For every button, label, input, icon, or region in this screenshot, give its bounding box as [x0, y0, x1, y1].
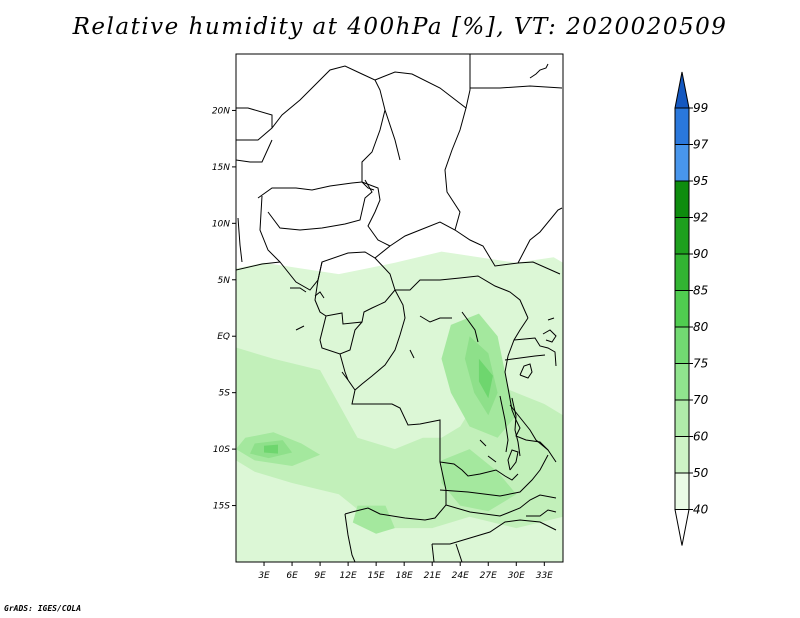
x-tick-label-3E: 3E [258, 571, 270, 581]
colorbar-label-92: 92 [693, 211, 708, 225]
colorbar-box-50-60 [675, 436, 689, 473]
humidity-region-80-9 [264, 444, 278, 454]
x-tick-label-12E: 12E [340, 571, 357, 581]
colorbar-box-40-50 [675, 473, 689, 510]
colorbar-box-75-80 [675, 327, 689, 364]
grads-credit: GrADS: IGES/COLA [4, 604, 82, 613]
x-tick-label-6E: 6E [286, 571, 298, 581]
colorbar-label-50: 50 [693, 466, 709, 480]
x-tick-label-21E: 21E [424, 571, 441, 581]
x-tick-label-18E: 18E [396, 571, 413, 581]
y-tick-label-10N: 10N [212, 219, 230, 229]
plot-frame [235, 53, 564, 563]
colorbar-label-75: 75 [693, 357, 708, 371]
x-tick-label-27E: 27E [480, 571, 497, 581]
x-tick-label-15E: 15E [368, 571, 385, 581]
colorbar-label-60: 60 [693, 430, 709, 444]
x-tick-label-9E: 9E [314, 571, 326, 581]
colorbar-label-40: 40 [693, 503, 709, 517]
chart-title: Relative humidity at 400hPa [%], VT: 202… [72, 14, 728, 40]
humidity-region-80-8 [478, 358, 493, 399]
colorbar-box-90-92 [675, 217, 689, 254]
colorbar-label-90: 90 [693, 247, 709, 261]
humidity-region-70-5 [352, 505, 395, 534]
colorbar-box-97-99 [675, 108, 689, 145]
colorbar-box-92-95 [675, 181, 689, 218]
y-tick-label-15N: 15N [212, 163, 230, 173]
colorbar-label-85: 85 [693, 284, 708, 298]
country-borders [236, 54, 563, 562]
colorbar-label-99: 99 [693, 101, 708, 115]
x-tick-label-33E: 33E [536, 571, 553, 581]
colorbar-box-85-90 [675, 254, 689, 291]
colorbar-box-80-85 [675, 290, 689, 327]
y-tick-label-20N: 20N [212, 106, 230, 116]
x-tick-label-24E: 24E [452, 571, 469, 581]
colorbar-label-70: 70 [693, 393, 709, 407]
colorbar: 40 50 60 70 75 80 85 90 92 95 97 99 [674, 71, 709, 546]
x-tick-label-30E: 30E [508, 571, 525, 581]
y-tick-label-15S: 15S [213, 502, 230, 512]
y-tick-label-5S: 5S [219, 389, 231, 399]
map-axes: 3E 6E 9E 12E 15E 18E 21E 24E 27E 30E 33E 20N 15N 10N 5… [212, 106, 553, 581]
colorbar-low-arrow [674, 509, 690, 546]
colorbar-box-60-70 [675, 400, 689, 437]
colorbar-label-97: 97 [693, 138, 709, 152]
y-tick-label-5N: 5N [218, 276, 231, 286]
colorbar-box-95-97 [675, 144, 689, 181]
colorbar-high-arrow [674, 71, 690, 109]
colorbar-box-70-75 [675, 363, 689, 400]
humidity-fill-layer [236, 251, 563, 562]
colorbar-label-80: 80 [693, 320, 709, 334]
y-tick-label-10S: 10S [213, 445, 230, 455]
colorbar-label-95: 95 [693, 174, 708, 188]
y-tick-label-EQ: EQ [217, 332, 230, 342]
